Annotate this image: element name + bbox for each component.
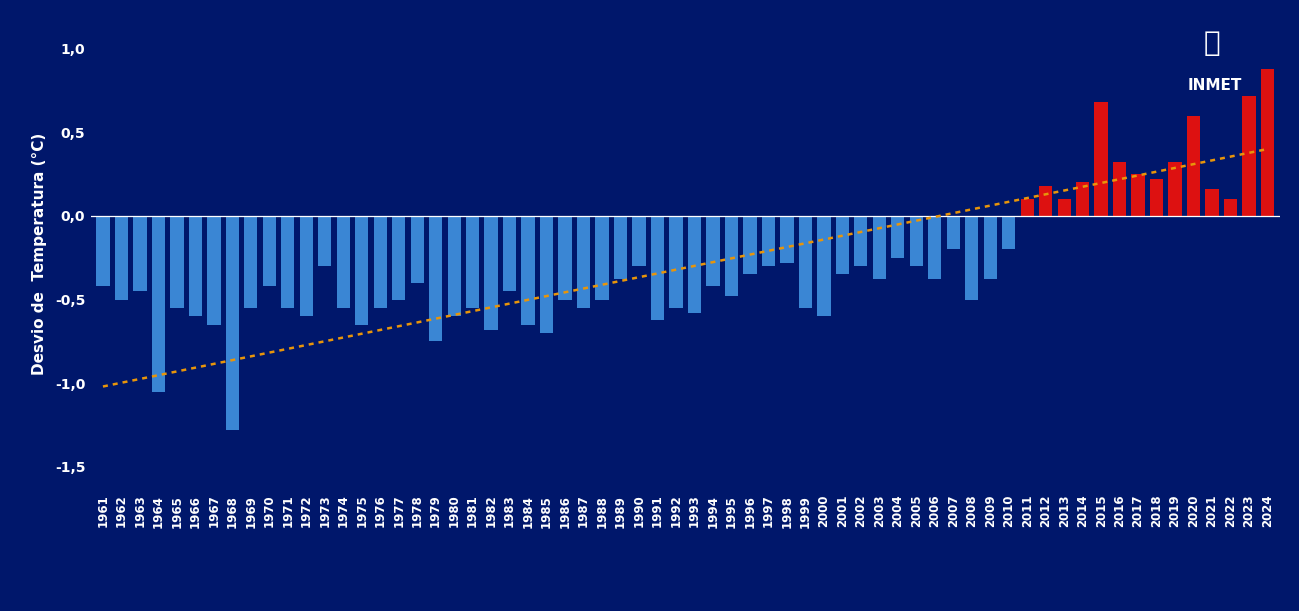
Bar [1205, 189, 1218, 216]
Bar [208, 216, 221, 324]
Bar [262, 216, 275, 286]
Bar [1021, 199, 1034, 216]
Bar [1057, 199, 1070, 216]
Bar [725, 216, 738, 296]
Bar [503, 216, 516, 291]
Bar [651, 216, 664, 320]
Bar [170, 216, 183, 308]
Bar [1261, 69, 1274, 216]
Bar [466, 216, 479, 308]
Bar [781, 216, 794, 263]
Bar [965, 216, 978, 299]
Bar [1076, 183, 1090, 216]
Bar [835, 216, 850, 274]
Bar [595, 216, 609, 299]
Bar [707, 216, 720, 286]
Bar [1242, 95, 1256, 216]
Bar [1002, 216, 1016, 249]
Bar [947, 216, 960, 249]
Bar [1224, 199, 1237, 216]
Bar [1168, 163, 1182, 216]
Bar [521, 216, 535, 324]
Bar [188, 216, 203, 316]
Bar [392, 216, 405, 299]
Bar [873, 216, 886, 279]
Bar [244, 216, 257, 308]
Bar [927, 216, 942, 279]
Bar [687, 216, 701, 313]
Bar [447, 216, 461, 316]
Bar [559, 216, 572, 299]
Text: INMET: INMET [1187, 78, 1242, 93]
Bar [577, 216, 590, 308]
Bar [226, 216, 239, 430]
Bar [114, 216, 129, 299]
Bar [633, 216, 646, 266]
Bar [799, 216, 812, 308]
Bar [540, 216, 553, 333]
Bar [336, 216, 349, 308]
Bar [1095, 102, 1108, 216]
Bar [96, 216, 109, 286]
Bar [614, 216, 627, 279]
Bar [300, 216, 313, 316]
Bar [374, 216, 387, 308]
Bar [410, 216, 423, 283]
Bar [909, 216, 922, 266]
Bar [855, 216, 868, 266]
Bar [485, 216, 498, 330]
Bar [891, 216, 904, 258]
Bar [983, 216, 996, 279]
Bar [817, 216, 830, 316]
Bar [1150, 179, 1163, 216]
Bar [152, 216, 165, 392]
Bar [318, 216, 331, 266]
Bar [1187, 115, 1200, 216]
Bar [1113, 163, 1126, 216]
Bar [134, 216, 147, 291]
Text: ⛅: ⛅ [1204, 29, 1220, 57]
Bar [355, 216, 369, 324]
Bar [761, 216, 776, 266]
Bar [281, 216, 295, 308]
Bar [1039, 186, 1052, 216]
Bar [669, 216, 683, 308]
Bar [1131, 174, 1144, 216]
Y-axis label: Desvio de  Temperatura (°C): Desvio de Temperatura (°C) [31, 133, 47, 375]
Bar [743, 216, 756, 274]
Bar [429, 216, 443, 342]
